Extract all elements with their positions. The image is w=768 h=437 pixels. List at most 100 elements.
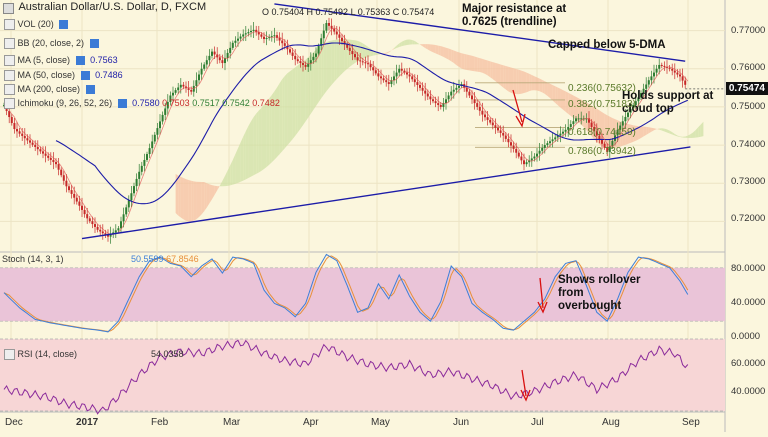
settings-icon[interactable] bbox=[75, 56, 85, 66]
collapse-icon[interactable] bbox=[3, 3, 14, 14]
candle-body bbox=[421, 87, 424, 91]
candle-body bbox=[471, 95, 473, 100]
x-tick-1: 2017 bbox=[76, 417, 99, 428]
indicator-toggle-icon[interactable] bbox=[4, 70, 15, 82]
candle-body bbox=[49, 157, 52, 160]
rsi-tick-60: 60.0000 bbox=[731, 358, 766, 369]
chart-title: Australian Dollar/U.S. Dollar, D, FXCM bbox=[18, 0, 207, 13]
price-tick-0: 0.77000 bbox=[731, 25, 766, 36]
candle-body bbox=[42, 151, 44, 154]
candle-body bbox=[478, 106, 481, 111]
candle-body bbox=[117, 228, 120, 231]
stoch-k-value: 50.5599 bbox=[131, 254, 164, 264]
candle-body bbox=[294, 55, 297, 60]
candle-body bbox=[681, 76, 684, 81]
candle-body bbox=[320, 38, 323, 46]
candle-body bbox=[679, 74, 681, 77]
indicator-label: MA (50, close) bbox=[17, 70, 76, 80]
indicator-toggle-icon[interactable] bbox=[4, 98, 15, 110]
settings-icon[interactable] bbox=[80, 71, 90, 81]
candle-body bbox=[70, 190, 73, 194]
candle-body bbox=[655, 68, 658, 73]
indicator-vol[interactable]: VOL (20) bbox=[2, 19, 71, 31]
candle-body bbox=[403, 70, 406, 73]
rsi-arrow-head bbox=[520, 389, 531, 402]
candle-body bbox=[497, 127, 499, 131]
candle-body bbox=[55, 162, 57, 165]
candle-body bbox=[190, 89, 193, 92]
candle-body bbox=[135, 178, 138, 187]
candle-body bbox=[140, 165, 143, 172]
stoch-tick-40: 40.0000 bbox=[731, 297, 766, 308]
candle-body bbox=[528, 160, 531, 163]
candle-body bbox=[237, 38, 239, 41]
fib-level-382: 0.382(0.75183) bbox=[568, 99, 636, 110]
candle-body bbox=[520, 156, 523, 161]
candle-body bbox=[465, 87, 468, 92]
candle-body bbox=[385, 80, 388, 83]
candle-body bbox=[99, 229, 102, 232]
candle-body bbox=[510, 142, 512, 146]
candle-body bbox=[489, 119, 492, 123]
candle-body bbox=[226, 52, 229, 58]
candle-body bbox=[393, 76, 395, 81]
indicator-toggle-icon[interactable] bbox=[4, 84, 15, 96]
candle-body bbox=[283, 43, 286, 46]
indicator-ma5[interactable]: MA (5, close) 0.7563 bbox=[2, 55, 118, 67]
candle-body bbox=[255, 29, 258, 33]
candle-body bbox=[369, 64, 372, 68]
settings-icon[interactable] bbox=[59, 20, 69, 30]
candle-body bbox=[624, 116, 627, 122]
annotation-stoch-rollover: Shows rollover from overbought bbox=[558, 274, 641, 312]
candle-body bbox=[153, 134, 156, 142]
indicator-toggle-icon[interactable] bbox=[4, 38, 15, 50]
candle-body bbox=[395, 72, 398, 77]
candle-body bbox=[211, 51, 213, 56]
candle-body bbox=[138, 171, 141, 179]
candle-body bbox=[642, 88, 645, 94]
indicator-toggle-icon[interactable] bbox=[4, 349, 15, 361]
candle-body bbox=[291, 52, 294, 56]
settings-icon[interactable] bbox=[89, 39, 99, 49]
candle-body bbox=[263, 36, 265, 40]
candle-body bbox=[229, 47, 232, 53]
last-price-label: 0.75474 bbox=[725, 82, 768, 95]
candle-body bbox=[10, 117, 13, 124]
candle-body bbox=[559, 133, 562, 136]
indicator-ma50[interactable]: MA (50, close) 0.7486 bbox=[2, 70, 123, 82]
candle-body bbox=[556, 135, 559, 138]
indicator-toggle-icon[interactable] bbox=[4, 19, 15, 31]
fib-level-236: 0.236(0.75632) bbox=[568, 83, 636, 94]
indicator-ichimoku[interactable]: Ichimoku (9, 26, 52, 26) 0.7580 0.7503 0… bbox=[2, 98, 280, 110]
candle-body bbox=[133, 186, 135, 194]
settings-icon[interactable] bbox=[117, 99, 127, 109]
settings-icon[interactable] bbox=[85, 85, 95, 95]
candle-body bbox=[507, 138, 510, 143]
candle-body bbox=[645, 84, 648, 89]
candle-body bbox=[247, 32, 250, 34]
candle-body bbox=[187, 88, 190, 90]
candle-body bbox=[83, 209, 86, 215]
candle-body bbox=[73, 193, 76, 198]
indicator-toggle-icon[interactable] bbox=[4, 55, 15, 67]
candle-body bbox=[31, 142, 34, 145]
indicator-label: VOL (20) bbox=[17, 19, 54, 29]
trendline-resistance bbox=[274, 3, 686, 62]
stoch-header: Stoch (14, 3, 1) bbox=[2, 254, 64, 264]
ichimoku-value-2: 0.7503 bbox=[162, 98, 190, 108]
x-tick-8: Aug bbox=[602, 417, 620, 428]
candle-body bbox=[647, 80, 650, 85]
candle-body bbox=[608, 146, 611, 152]
candle-body bbox=[411, 76, 414, 80]
candle-body bbox=[242, 34, 245, 37]
candle-body bbox=[601, 139, 603, 144]
candle-body bbox=[205, 60, 208, 65]
candle-body bbox=[120, 221, 122, 229]
candle-body bbox=[533, 156, 536, 159]
candle-body bbox=[575, 118, 577, 122]
indicator-ma200[interactable]: MA (200, close) bbox=[2, 84, 98, 96]
candle-body bbox=[130, 193, 133, 201]
indicator-bb[interactable]: BB (20, close, 2) bbox=[2, 38, 102, 50]
candle-body bbox=[213, 51, 216, 55]
